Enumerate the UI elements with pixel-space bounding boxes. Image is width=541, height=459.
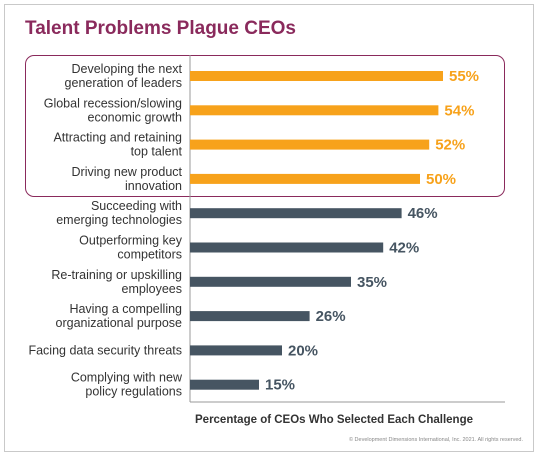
category-label-7-0: Having a compelling	[69, 302, 182, 316]
value-label-3: 50%	[426, 171, 456, 188]
category-label-6-0: Re-training or upskilling	[51, 268, 182, 282]
category-label-0-0: Developing the next	[72, 62, 183, 76]
value-label-9: 15%	[265, 377, 295, 394]
bar-3	[190, 173, 420, 184]
value-label-4: 46%	[408, 205, 438, 222]
category-label-7-1: organizational purpose	[56, 316, 183, 330]
category-label-9-1: policy regulations	[85, 385, 182, 399]
value-label-0: 55%	[449, 68, 479, 85]
copyright-notice: © Development Dimensions International, …	[348, 437, 523, 443]
category-label-5-0: Outperforming key	[79, 234, 183, 248]
x-axis-label: Percentage of CEOs Who Selected Each Cha…	[195, 414, 473, 426]
bar-7	[190, 311, 310, 322]
value-label-1: 54%	[444, 102, 474, 119]
bar-1	[190, 105, 439, 116]
bar-0	[190, 71, 443, 81]
value-label-6: 35%	[357, 274, 387, 291]
bar-2	[190, 139, 430, 150]
value-label-5: 42%	[389, 240, 419, 257]
category-label-4-0: Succeeding with	[91, 199, 182, 213]
bar-4	[190, 208, 402, 219]
category-label-0-1: generation of leaders	[65, 76, 182, 90]
category-label-3-1: innovation	[125, 179, 182, 193]
category-label-9-0: Complying with new	[71, 371, 183, 385]
bar-9	[190, 379, 259, 390]
bar-5	[190, 242, 384, 253]
highlight-box	[25, 55, 505, 197]
category-label-1-1: economic growth	[88, 110, 183, 124]
chart-title: Talent Problems Plague CEOs	[25, 18, 297, 39]
bar-6	[190, 276, 351, 287]
bar-8	[190, 345, 282, 356]
category-label-4-1: emerging technologies	[56, 213, 182, 227]
category-label-3-0: Driving new product	[72, 165, 183, 179]
value-label-2: 52%	[435, 137, 465, 154]
category-label-2-1: top talent	[131, 145, 183, 159]
value-label-8: 20%	[288, 342, 318, 359]
category-label-5-1: competitors	[117, 248, 182, 262]
category-label-1-0: Global recession/slowing	[44, 96, 182, 110]
value-label-7: 26%	[316, 308, 346, 325]
category-label-6-1: employees	[122, 282, 182, 296]
category-label-2-0: Attracting and retaining	[53, 131, 182, 145]
category-label-8-0: Facing data security threats	[28, 343, 182, 357]
